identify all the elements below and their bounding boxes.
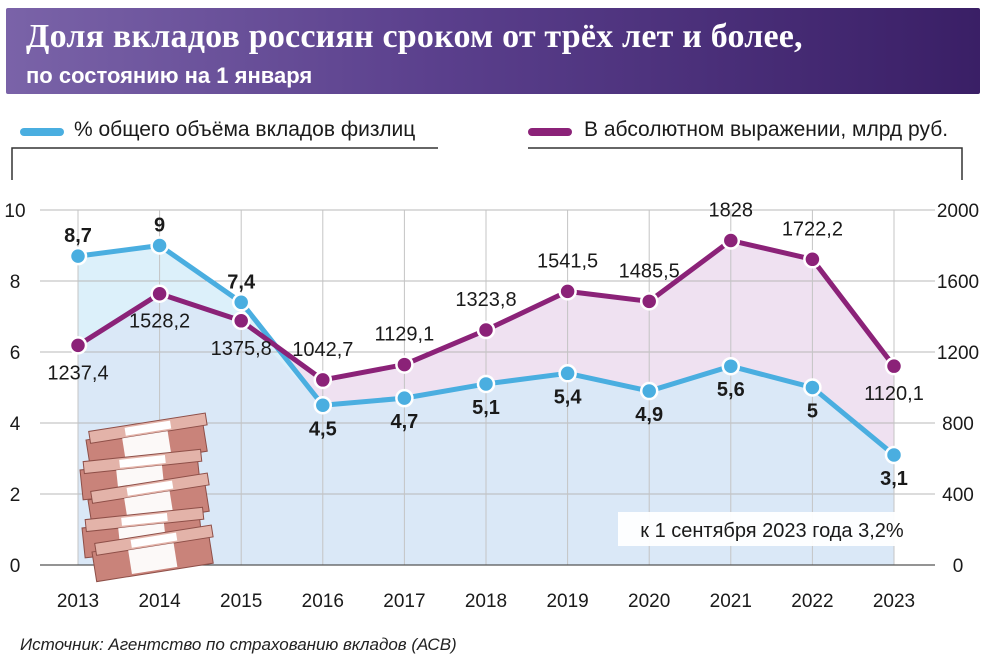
percent-point	[68, 246, 88, 266]
absolute-point	[231, 311, 251, 331]
legend-swatch-percent	[20, 128, 64, 136]
y-tick-right: 2000	[937, 201, 979, 222]
percent-data-label: 7,4	[227, 271, 256, 293]
percent-data-label: 5,6	[717, 379, 745, 401]
bundle-band-top	[124, 420, 172, 436]
absolute-data-label: 1828	[709, 200, 754, 222]
percent-data-label: 5	[807, 401, 818, 423]
money-bundle	[91, 524, 214, 583]
legend-label-absolute: В абсолютном выражении, млрд руб.	[584, 118, 949, 141]
y-tick-left: 8	[10, 272, 21, 293]
y-tick-right: 1600	[937, 272, 979, 293]
absolute-data-label: 1120,1	[864, 383, 924, 405]
absolute-data-label: 1129,1	[375, 324, 435, 346]
absolute-data-label: 1541,5	[537, 250, 598, 272]
source-note: Источник: Агентство по страхованию вклад…	[20, 635, 457, 654]
chart-subtitle: по состоянию на 1 января	[26, 63, 313, 88]
x-tick-label: 2023	[873, 591, 915, 612]
percent-data-label: 4,9	[635, 404, 663, 426]
absolute-point	[150, 284, 169, 303]
absolute-point	[313, 370, 333, 390]
left-axis-bracket	[11, 147, 438, 180]
percent-data-label: 4,7	[390, 411, 418, 433]
y-tick-left: 0	[10, 556, 21, 577]
x-tick-label: 2013	[57, 591, 99, 612]
legend-swatch-absolute	[528, 128, 572, 136]
chart-title: Доля вкладов россиян сроком от трёх лет …	[26, 18, 803, 55]
percent-data-label: 5,1	[472, 397, 500, 419]
y-tick-left: 10	[4, 201, 25, 222]
y-tick-right: 800	[942, 414, 974, 435]
absolute-data-label: 1375,8	[211, 338, 272, 360]
percent-point	[313, 396, 333, 415]
bundle-band-top	[130, 532, 178, 548]
x-tick-label: 2020	[628, 591, 670, 612]
y-tick-left: 6	[10, 343, 21, 364]
absolute-data-label: 1528,2	[129, 311, 190, 333]
percent-data-label: 3,1	[880, 468, 908, 490]
bundle-band-top	[121, 513, 168, 526]
money-stack-icon	[79, 412, 214, 583]
absolute-point	[395, 355, 414, 374]
bundle-band-top	[119, 455, 166, 468]
percent-point	[150, 236, 169, 255]
absolute-data-label: 1237,4	[47, 362, 108, 384]
x-tick-label: 2017	[383, 591, 425, 612]
x-tick-label: 2016	[302, 591, 344, 612]
percent-point	[721, 356, 741, 376]
note-text: к 1 сентября 2023 года 3,2%	[640, 520, 904, 542]
percent-point	[231, 293, 251, 312]
x-tick-label: 2021	[710, 591, 752, 612]
x-tick-label: 2018	[465, 591, 507, 612]
absolute-data-label: 1042,7	[292, 339, 353, 361]
absolute-point	[68, 336, 88, 355]
absolute-data-label: 1323,8	[455, 289, 516, 311]
bundle-band-top	[126, 480, 174, 496]
legend-label-percent: % общего объёма вкладов физлиц	[74, 118, 416, 141]
absolute-point	[476, 320, 496, 340]
bundle-band	[128, 543, 178, 575]
percent-area-upper	[78, 245, 323, 406]
x-tick-label: 2014	[138, 591, 181, 612]
percent-data-label: 8,7	[64, 225, 92, 247]
y-tick-right: 0	[953, 556, 964, 577]
absolute-point	[884, 356, 904, 376]
y-tick-right: 400	[942, 485, 974, 506]
absolute-data-label: 1722,2	[782, 218, 843, 240]
percent-point	[803, 378, 822, 397]
x-tick-label: 2022	[791, 591, 833, 612]
y-tick-left: 4	[10, 414, 21, 435]
absolute-point	[721, 231, 741, 250]
percent-point	[639, 381, 659, 401]
percent-data-label: 4,5	[309, 418, 337, 440]
absolute-point	[803, 250, 822, 269]
x-tick-label: 2019	[546, 591, 588, 612]
y-tick-right: 1200	[937, 343, 979, 364]
percent-point	[395, 388, 414, 408]
absolute-data-label: 1485,5	[619, 260, 680, 282]
percent-data-label: 5,4	[554, 386, 583, 408]
percent-point	[558, 364, 577, 383]
title-banner: Доля вкладов россиян сроком от трёх лет …	[6, 8, 980, 94]
percent-point	[476, 374, 496, 394]
percent-data-label: 9	[154, 215, 165, 237]
note-box	[618, 512, 926, 546]
y-tick-left: 2	[10, 485, 21, 506]
percent-point	[884, 445, 904, 465]
right-axis-bracket	[528, 147, 963, 180]
absolute-point	[639, 292, 659, 311]
x-tick-label: 2015	[220, 591, 262, 612]
absolute-point	[558, 282, 577, 301]
